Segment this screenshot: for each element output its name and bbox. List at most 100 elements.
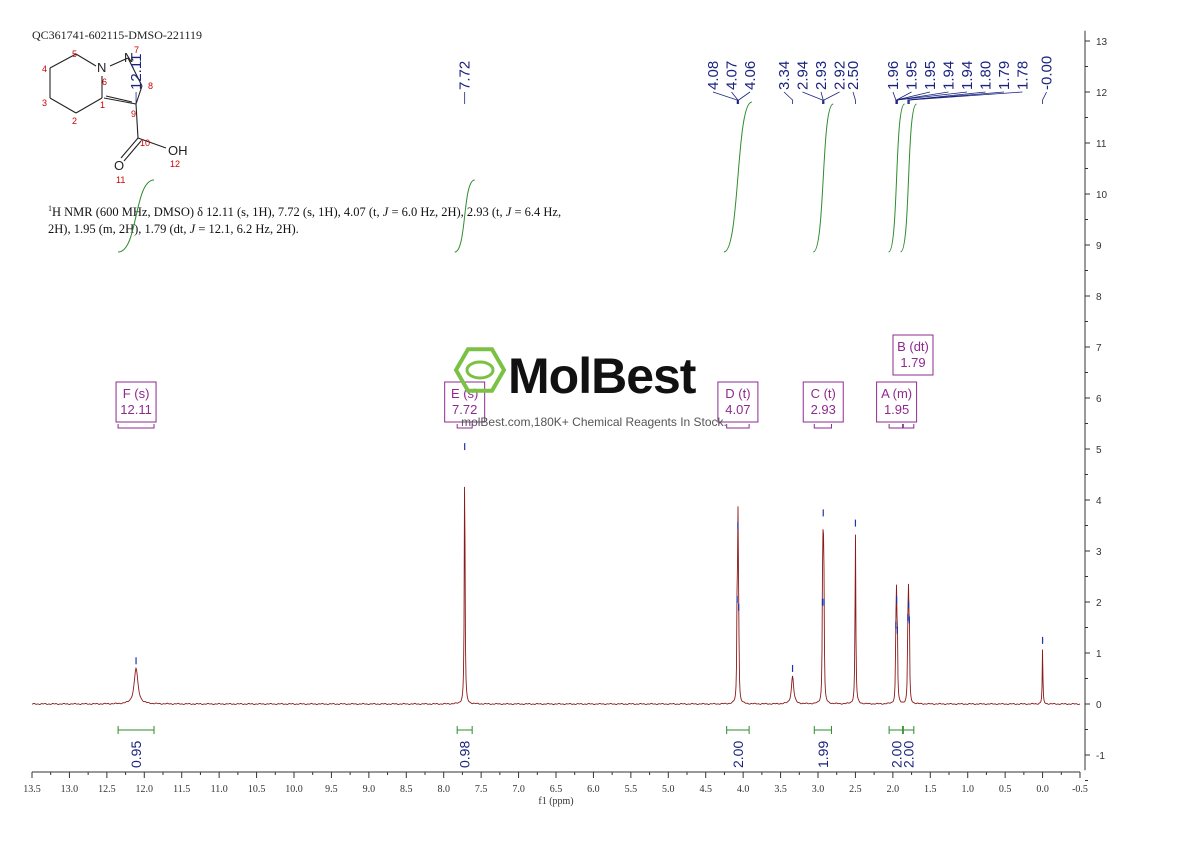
integral-value: 0.95 <box>128 741 144 768</box>
x-tick-label: 9.0 <box>363 784 376 795</box>
x-tick-label: 8.0 <box>437 784 450 795</box>
multiplet-box <box>717 381 759 423</box>
peak-label-connector <box>1042 91 1047 104</box>
peak-label: 4.08 <box>705 61 722 90</box>
multiplet-box <box>876 381 918 423</box>
x-tick-label: 1.0 <box>961 784 974 795</box>
x-tick-label: 4.5 <box>699 784 712 795</box>
j-symbol-1: J <box>382 205 389 220</box>
atom-num-12: 12 <box>170 159 180 169</box>
nmr-line1b: = 6.0 Hz, 2H), 2.93 (t, <box>388 205 506 220</box>
x-tick-label: 12.5 <box>98 784 116 795</box>
y-tick-label: 12 <box>1096 88 1108 99</box>
x-tick-label: 6.0 <box>587 784 600 795</box>
peak-label-connector <box>738 91 751 104</box>
multiplet-bracket <box>456 424 473 429</box>
x-tick-label: 5.5 <box>625 784 638 795</box>
x-tick-label: 9.5 <box>325 784 338 795</box>
atom-N6: N <box>97 60 106 75</box>
x-tick-label: 11.5 <box>173 784 190 795</box>
atom-num-6: 6 <box>102 77 107 87</box>
multiplet-letter: D (t) <box>725 386 750 401</box>
atom-num-11: 11 <box>116 175 125 185</box>
x-tick-label: 0.5 <box>999 784 1012 795</box>
atom-O11: O <box>114 158 124 173</box>
multiplet-bracket <box>117 424 155 429</box>
peak-label: 1.95 <box>922 61 939 90</box>
nmr-description: 1H NMR (600 MHz, DMSO) δ 12.11 (s, 1H), … <box>48 200 608 238</box>
y-tick-label: 9 <box>1096 241 1102 252</box>
peak-label: 4.07 <box>724 61 741 90</box>
integral-bracket <box>888 726 904 734</box>
peak-label: 1.94 <box>941 61 958 90</box>
x-tick-label: 10.0 <box>285 784 303 795</box>
integral-bracket <box>726 726 750 734</box>
atom-num-1: 1 <box>100 100 105 110</box>
integral-curve <box>117 179 155 253</box>
x-tick-label: 7.0 <box>512 784 525 795</box>
y-tick-label: 6 <box>1096 394 1102 405</box>
atom-num-7: 7 <box>134 45 139 55</box>
x-tick-label: 6.5 <box>550 784 563 795</box>
x-tick-label: 1.5 <box>924 784 937 795</box>
peak-label-connector <box>823 91 840 104</box>
logo-hexagon-icon <box>453 347 507 393</box>
y-tick-label: 5 <box>1096 445 1102 456</box>
peak-label-connector <box>908 91 1005 104</box>
multiplet-bracket <box>902 424 915 429</box>
peak-label: 2.50 <box>845 61 862 90</box>
peak-label: 4.06 <box>742 61 759 90</box>
y-tick-label: -1 <box>1096 751 1105 762</box>
nmr-line2: 2H), 1.95 (m, 2H), 1.79 (dt, <box>48 222 190 237</box>
y-tick-label: 0 <box>1096 700 1102 711</box>
integral-bracket <box>117 726 155 734</box>
multiplet-shift: 1.79 <box>900 355 925 370</box>
multiplet-shift: 12.11 <box>120 402 152 417</box>
atom-N7: N <box>124 50 133 65</box>
peak-label-connector <box>892 91 897 104</box>
x-tick-label: 12.0 <box>136 784 154 795</box>
spectrum-line <box>31 486 1081 706</box>
multiplet-shift: 1.95 <box>884 402 909 417</box>
j-symbol-2: J <box>505 205 512 220</box>
multiplet-bracket <box>888 424 904 429</box>
peak-label: 2.94 <box>795 61 812 90</box>
peak-label-connector <box>731 91 739 104</box>
peak-label-connector <box>783 91 793 104</box>
nmr-line1c: = 6.4 Hz, <box>511 205 562 220</box>
x-tick-label: 0.0 <box>1036 784 1049 795</box>
peak-label: 12.11 <box>128 54 145 90</box>
peak-label: 1.96 <box>885 61 902 90</box>
y-tick-label: 13 <box>1096 37 1108 48</box>
integral-curve <box>900 103 918 253</box>
peak-label: 2.93 <box>813 61 830 90</box>
x-tick-label: 2.5 <box>849 784 862 795</box>
integral-value: 0.98 <box>457 741 473 768</box>
multiplet-box <box>892 334 934 376</box>
peak-label: 2.92 <box>832 61 849 90</box>
multiplet-shift: 4.07 <box>725 402 750 417</box>
molecule-structure: N 6 N 7 8 9 1 2 3 4 5 10 O 11 OH 12 <box>42 45 188 185</box>
integral-curve <box>454 179 475 253</box>
x-tick-label: 5.0 <box>662 784 675 795</box>
y-tick-label: 2 <box>1096 598 1102 609</box>
peak-label-connector <box>802 91 823 104</box>
nmr-line2b: = 12.1, 6.2 Hz, 2H). <box>195 222 299 237</box>
multiplet-box <box>115 381 157 423</box>
integral-bracket <box>813 726 832 734</box>
x-tick-label: 2.0 <box>887 784 900 795</box>
multiplet-shift: 7.72 <box>452 402 477 417</box>
atom-num-10: 10 <box>140 138 150 148</box>
atom-num-8: 8 <box>148 81 153 91</box>
logo-ring-icon <box>465 360 495 380</box>
multiplet-bracket <box>726 424 750 429</box>
watermark-brand: MolBest <box>508 348 697 404</box>
x-tick-label: 4.0 <box>737 784 750 795</box>
x-tick-label: 3.0 <box>812 784 825 795</box>
y-tick-label: 1 <box>1096 649 1102 660</box>
atom-num-2: 2 <box>72 116 77 126</box>
multiplet-bracket <box>813 424 832 429</box>
integral-value: 2.00 <box>889 741 905 768</box>
integral-bracket <box>902 726 915 734</box>
